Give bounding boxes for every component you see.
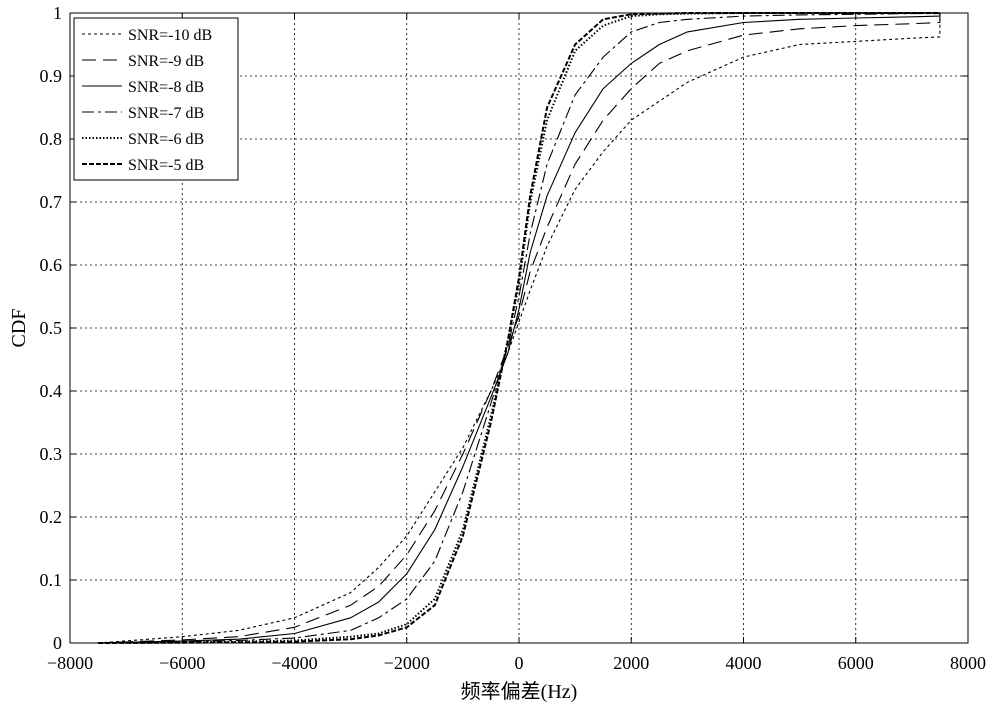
y-tick-label: 0.3 [40,444,63,464]
series-line [98,13,941,644]
y-tick-label: 0.4 [40,381,63,401]
x-tick-label: −6000 [159,653,205,673]
x-tick-labels: −8000 −6000 −4000 −2000 0 2000 4000 6000 8000 [47,653,986,673]
y-tick-labels: 0 0.1 0.2 0.3 0.4 0.5 0.6 0.7 0.8 0.9 1 [40,3,63,653]
series-line [98,13,941,644]
y-tick-label: 0.5 [40,318,63,338]
y-axis-label: CDF [8,309,30,348]
y-tick-label: 0 [53,633,62,653]
legend-box [73,17,239,181]
legend-label: SNR=-5 dB [128,157,204,174]
legend-label: SNR=-7 dB [128,105,204,122]
x-tick-label: −4000 [271,653,317,673]
grid [70,13,968,643]
x-tick-label: −8000 [47,653,93,673]
x-tick-label: 8000 [950,653,986,673]
y-tick-label: 0.7 [40,192,63,212]
x-axis-label: 频率偏差(Hz) [461,680,578,703]
x-tick-label: 4000 [726,653,762,673]
y-tick-label: 0.9 [40,66,63,86]
x-tick-label: −2000 [384,653,430,673]
y-tick-label: 0.1 [40,570,63,590]
legend-label: SNR=-8 dB [128,79,204,96]
legend-label: SNR=-6 dB [128,131,204,148]
x-tick-label: 6000 [838,653,874,673]
legend-label: SNR=-9 dB [128,53,204,70]
x-tick-label: 2000 [613,653,649,673]
legend-label: SNR=-10 dB [128,27,212,44]
x-tick-label: 0 [515,653,524,673]
y-tick-label: 0.2 [40,507,63,527]
legend: SNR=-10 dB SNR=-9 dB SNR=-8 dB SNR=-7 dB SNR… [73,17,239,181]
series-line [98,13,941,644]
series-line [98,13,941,644]
y-tick-label: 1 [53,3,62,23]
y-tick-label: 0.8 [40,129,63,149]
y-tick-label: 0.6 [40,255,63,275]
